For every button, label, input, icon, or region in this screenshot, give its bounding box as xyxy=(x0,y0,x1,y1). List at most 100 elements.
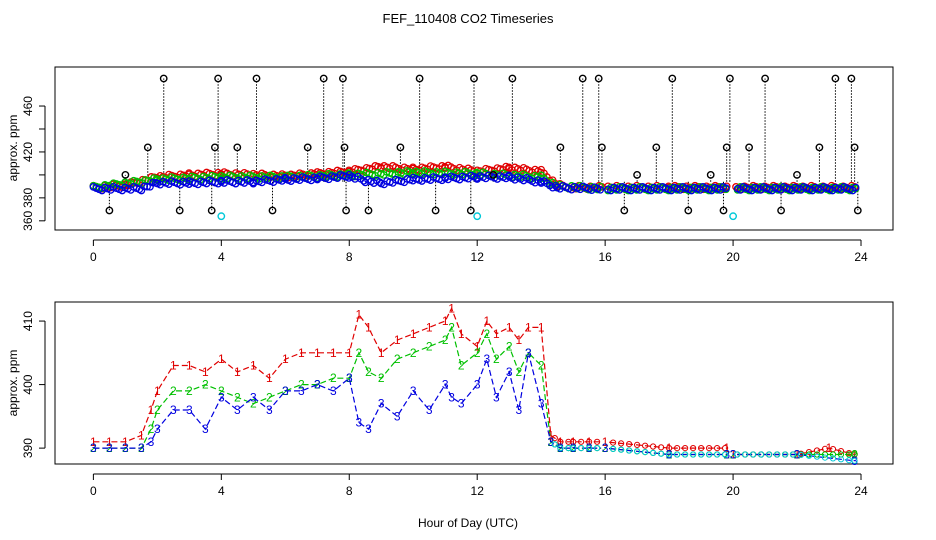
bottom-series-3-point xyxy=(722,451,729,458)
x-tick-label: 20 xyxy=(726,250,740,264)
x-tick-label: 12 xyxy=(471,250,485,264)
bottom-series-1-label: 1 xyxy=(122,435,129,449)
top-y-axis-label: approx. ppm xyxy=(6,115,20,182)
bottom-series-1-label: 1 xyxy=(515,333,522,347)
bottom-series-3-label: 3 xyxy=(506,365,513,379)
bottom-series-2-label: 2 xyxy=(794,448,801,462)
bottom-series-1-point xyxy=(557,438,564,445)
bottom-series-3-point xyxy=(578,445,585,452)
bottom-series-2-label: 2 xyxy=(154,403,161,417)
bottom-series-3-point xyxy=(837,456,845,463)
bottom-series-3-line xyxy=(93,352,855,462)
bottom-series-3-label: 3 xyxy=(794,448,801,462)
bottom-series-3-label: 3 xyxy=(538,397,545,411)
bottom-series-3-label: 3 xyxy=(557,441,564,455)
top-outlier-point xyxy=(578,74,587,83)
bottom-series-3-label: 3 xyxy=(586,441,593,455)
bottom-series-3-label: 3 xyxy=(234,403,241,417)
bottom-series-2-label: 2 xyxy=(250,397,257,411)
bottom-series-1-point xyxy=(626,441,633,448)
top-outlier-point xyxy=(815,143,824,152)
top-series3-point xyxy=(375,178,384,186)
bottom-series-3-point xyxy=(610,445,617,452)
bottom-series-1-label: 1 xyxy=(356,308,363,322)
top-outlier-point xyxy=(105,206,114,215)
bottom-series-2-label: 2 xyxy=(298,378,305,392)
bottom-series-1-label: 1 xyxy=(851,448,858,462)
bottom-series-3-label: 3 xyxy=(266,403,273,417)
bottom-series-1-label: 1 xyxy=(314,346,321,360)
bottom-series-2-label: 2 xyxy=(483,327,490,341)
bottom-series-2-label: 2 xyxy=(202,378,209,392)
bottom-series-2-label: 2 xyxy=(557,441,564,455)
bottom-series-3-label: 3 xyxy=(314,378,321,392)
bottom-series-1-point xyxy=(618,440,625,447)
bottom-series-1-label: 1 xyxy=(218,352,225,366)
bottom-series-3-point xyxy=(797,451,805,458)
bottom-series-3-point xyxy=(674,451,681,458)
top-outlier-point xyxy=(303,143,312,152)
top-outlier-point xyxy=(159,74,168,83)
top-outlier-point xyxy=(793,170,801,179)
bottom-series-2-label: 2 xyxy=(547,435,554,449)
top-outlier-point xyxy=(489,170,498,179)
bottom-series-3-label: 3 xyxy=(426,403,433,417)
bottom-series-1-label: 1 xyxy=(250,359,257,373)
bottom-series-2-label: 2 xyxy=(148,422,155,436)
bottom-series-2-label: 2 xyxy=(586,441,593,455)
bottom-series-1-label: 1 xyxy=(602,435,609,449)
bottom-series-3-label: 3 xyxy=(282,384,289,398)
top-outlier-point xyxy=(210,143,219,152)
bottom-series-3-label: 3 xyxy=(666,448,673,462)
bottom-series-1-label: 1 xyxy=(426,320,433,334)
bottom-series-1-label: 1 xyxy=(474,340,481,354)
top-outlier-point xyxy=(396,143,405,152)
bottom-series-2-label: 2 xyxy=(365,365,372,379)
bottom-series-3-label: 3 xyxy=(851,454,858,468)
bottom-series-3-point xyxy=(742,451,749,458)
bottom-series-3-point xyxy=(642,449,649,456)
bottom-series-3-label: 3 xyxy=(154,422,161,436)
bottom-series-3-point xyxy=(766,451,773,458)
x-tick-label: 12 xyxy=(471,484,485,498)
bottom-series-1-label: 1 xyxy=(154,384,161,398)
bottom-series-1-label: 1 xyxy=(234,365,241,379)
x-tick-label: 24 xyxy=(854,250,868,264)
bottom-series-3-label: 3 xyxy=(356,416,363,430)
bottom-series-1-label: 1 xyxy=(525,320,532,334)
bottom-series-1-label: 1 xyxy=(138,428,145,442)
bottom-series-3-label: 3 xyxy=(122,441,129,455)
bottom-series-3-point xyxy=(734,451,741,458)
top-series3-point xyxy=(851,183,860,192)
bottom-series-1-point xyxy=(682,445,689,452)
y-tick-label: 390 xyxy=(21,438,35,458)
bottom-series-1-label: 1 xyxy=(170,359,177,373)
bottom-series-2-point xyxy=(829,451,837,458)
top-outlier-point xyxy=(207,206,216,215)
bottom-series-1-point xyxy=(634,441,641,448)
bottom-series-2-label: 2 xyxy=(314,378,321,392)
top-cyan-point xyxy=(729,212,737,221)
bottom-series-2-label: 2 xyxy=(666,448,673,462)
bottom-series-1-label: 1 xyxy=(410,327,417,341)
top-panel: approx. ppm 0 4 8 12 16 20 24 360 380 420 460 xyxy=(6,66,894,264)
bottom-series-1-label: 1 xyxy=(538,320,545,334)
top-outlier-point xyxy=(706,170,715,179)
top-outlier-point xyxy=(777,206,785,215)
top-outlier-point xyxy=(620,206,629,215)
bottom-series-2-label: 2 xyxy=(346,371,353,385)
bottom-series-1-label: 1 xyxy=(394,333,401,347)
bottom-series-3-label: 3 xyxy=(730,448,737,462)
bottom-series-3-label: 3 xyxy=(202,422,209,436)
bottom-series-1-point xyxy=(714,445,721,452)
bottom-series-2-label: 2 xyxy=(515,365,522,379)
top-outlier-point xyxy=(431,206,440,215)
bottom-series-2-label: 2 xyxy=(186,384,193,398)
bottom-series-1-point xyxy=(551,435,558,442)
bottom-series-3-label: 3 xyxy=(186,403,193,417)
bottom-series-3-label: 3 xyxy=(458,397,465,411)
bottom-series-2-label: 2 xyxy=(458,359,465,373)
bottom-series-1-point xyxy=(698,445,705,452)
bottom-series-3-point xyxy=(829,455,837,462)
